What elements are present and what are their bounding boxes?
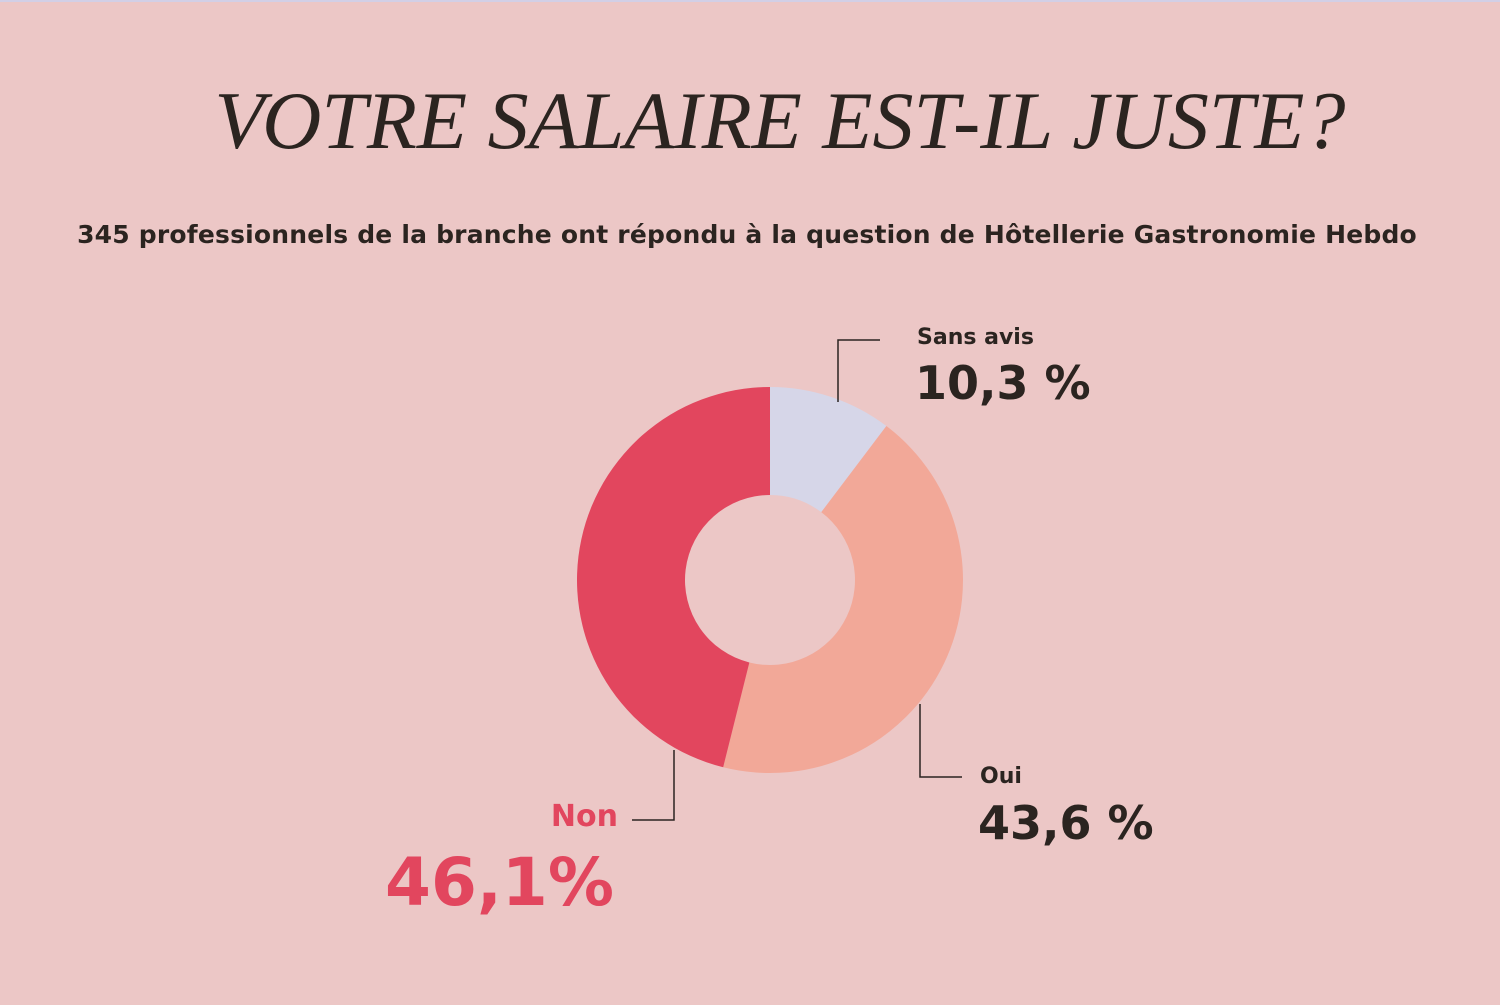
slice-non (577, 387, 770, 768)
leader-line-oui (919, 704, 962, 778)
chart-title: VOTRE SALAIRE EST-IL JUSTE? (214, 75, 1346, 166)
slice-value-sans-avis: 10,3 % (915, 356, 1091, 410)
slice-value-oui: 43,6 % (978, 796, 1154, 850)
slice-label-oui: Oui (980, 764, 1022, 789)
slice-label-non: Non (551, 799, 618, 834)
leader-line-sans-avis (837, 339, 880, 402)
donut-slices (577, 387, 964, 773)
slice-label-sans-avis: Sans avis (917, 325, 1034, 350)
slice-sans-avis (770, 387, 887, 513)
slice-value-non: 46,1% (385, 844, 614, 921)
slice-oui (723, 426, 964, 773)
leader-line-non (632, 750, 675, 821)
chart-subtitle: 345 professionnels de la branche ont rép… (77, 220, 1417, 249)
